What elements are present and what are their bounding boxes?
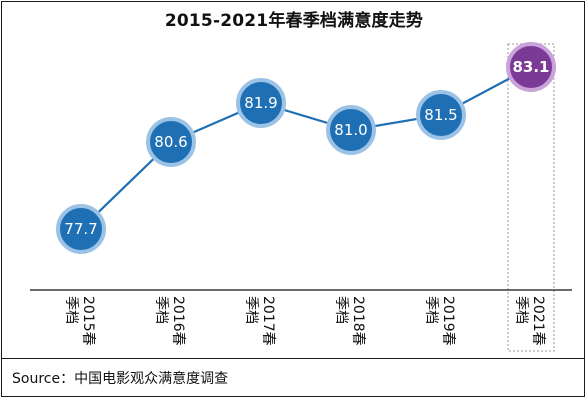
data-point: 80.6 bbox=[146, 117, 196, 167]
chart-title: 2015-2021年春季档满意度走势 bbox=[164, 11, 424, 31]
data-marker bbox=[326, 105, 376, 155]
category-year-label: 2016春 bbox=[170, 296, 186, 346]
data-point: 81.9 bbox=[236, 78, 286, 128]
category-season-label: 季档 bbox=[423, 296, 439, 324]
category-season-label: 季档 bbox=[333, 296, 349, 324]
source-note: Source：中国电影观众满意度调查 bbox=[12, 371, 229, 387]
data-point: 77.7 bbox=[56, 204, 106, 254]
data-label: 80.6 bbox=[154, 133, 187, 151]
data-point: 81.5 bbox=[416, 90, 466, 140]
highlight-box bbox=[507, 43, 555, 352]
category-season-label: 季档 bbox=[243, 296, 259, 324]
data-point: 81.0 bbox=[326, 105, 376, 155]
category-season-label: 季档 bbox=[63, 296, 79, 324]
category-year-label: 2021春 bbox=[530, 296, 546, 346]
data-label: 77.7 bbox=[64, 220, 97, 238]
category-year-label: 2019春 bbox=[440, 296, 456, 346]
data-marker bbox=[146, 117, 196, 167]
data-marker-highlight bbox=[506, 42, 556, 92]
data-label: 83.1 bbox=[512, 58, 549, 76]
data-label: 81.9 bbox=[244, 94, 277, 112]
source-divider bbox=[1, 358, 585, 359]
category-season-label: 季档 bbox=[513, 296, 529, 324]
data-label: 81.5 bbox=[424, 106, 457, 124]
data-marker bbox=[236, 78, 286, 128]
category-season-label: 季档 bbox=[153, 296, 169, 324]
data-marker bbox=[56, 204, 106, 254]
category-year-label: 2018春 bbox=[350, 296, 366, 346]
data-label: 81.0 bbox=[334, 121, 367, 139]
category-year-label: 2017春 bbox=[260, 296, 276, 346]
category-year-label: 2015春 bbox=[80, 296, 96, 346]
data-point: 83.1 bbox=[506, 42, 556, 92]
data-marker bbox=[416, 90, 466, 140]
